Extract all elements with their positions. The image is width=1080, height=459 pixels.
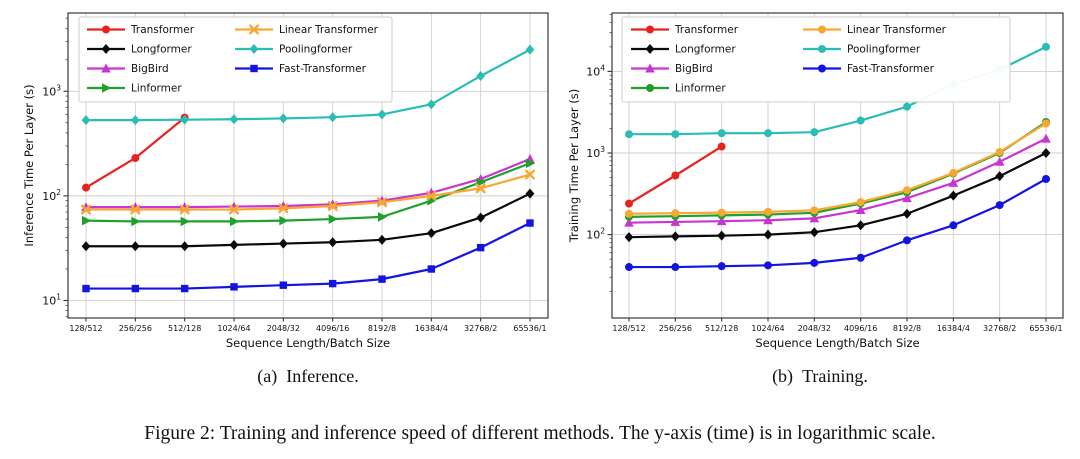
svg-text:8192/8: 8192/8 xyxy=(893,324,921,333)
svg-text:102: 102 xyxy=(42,188,61,203)
subcaption-inference-text: Inference. xyxy=(286,366,359,386)
legend-entry-longformer: Longformer xyxy=(631,44,736,56)
subcaption-inference: (a) Inference. xyxy=(68,366,548,387)
legend: Transformer Longformer BigBird Linformer Lin… xyxy=(78,16,393,103)
subcaption-inference-label: (a) xyxy=(257,366,278,386)
series-poolingformer xyxy=(81,44,535,126)
svg-text:Transformer: Transformer xyxy=(130,24,195,36)
svg-text:512/128: 512/128 xyxy=(705,324,738,333)
legend-entry-longformer: Longformer xyxy=(87,44,192,56)
legend-entry-transformer: Transformer xyxy=(87,24,195,36)
svg-text:103: 103 xyxy=(42,83,61,98)
svg-text:Longformer: Longformer xyxy=(131,44,192,56)
figure-caption: Figure 2: Training and inference speed o… xyxy=(144,423,936,444)
series-transformer xyxy=(625,142,726,208)
svg-text:Poolingformer: Poolingformer xyxy=(279,44,353,56)
y-tick-labels: 102 103 104 xyxy=(586,63,605,241)
legend-entry-bigbird: BigBird xyxy=(631,63,713,75)
svg-text:256/256: 256/256 xyxy=(119,324,152,333)
svg-text:16384/4: 16384/4 xyxy=(937,324,970,333)
svg-text:Linear Transformer: Linear Transformer xyxy=(847,24,947,36)
legend-entry-linear-transformer: Linear Transformer xyxy=(235,24,379,36)
svg-text:32768/2: 32768/2 xyxy=(464,324,497,333)
svg-text:Fast-Transformer: Fast-Transformer xyxy=(847,63,935,75)
svg-text:128/512: 128/512 xyxy=(612,324,645,333)
legend-entry-linear-transformer: Linear Transformer xyxy=(803,24,947,36)
svg-text:8192/8: 8192/8 xyxy=(368,324,396,333)
svg-text:Fast-Transformer: Fast-Transformer xyxy=(279,63,367,75)
legend-entry-bigbird: BigBird xyxy=(87,63,169,75)
svg-text:1024/64: 1024/64 xyxy=(751,324,784,333)
svg-text:512/128: 512/128 xyxy=(168,324,201,333)
svg-text:Longformer: Longformer xyxy=(675,44,736,56)
y-axis-title: Training Time Per Layer (s) xyxy=(567,89,581,244)
svg-text:Linear Transformer: Linear Transformer xyxy=(279,24,379,36)
x-tick-labels: 128/512 256/256 512/128 1024/64 2048/32 4096/… xyxy=(69,324,546,333)
subcaption-training: (b) Training. xyxy=(560,366,1080,387)
svg-text:102: 102 xyxy=(586,227,605,242)
legend-entry-transformer: Transformer xyxy=(631,24,739,36)
y-tick-labels: 101 102 103 xyxy=(42,83,61,307)
legend-entry-fast-transformer: Fast-Transformer xyxy=(235,63,367,75)
plot-frame xyxy=(611,12,1064,319)
svg-text:16384/4: 16384/4 xyxy=(415,324,448,333)
svg-text:103: 103 xyxy=(586,145,605,160)
series-longformer xyxy=(624,148,1051,243)
x-axis-title: Sequence Length/Batch Size xyxy=(755,336,919,350)
series-bigbird xyxy=(624,133,1051,227)
y-axis-title: Inference Time Per Layer (s) xyxy=(22,84,36,246)
x-tick-labels: 128/512 256/256 512/128 1024/64 2048/32 4096/… xyxy=(612,324,1062,333)
svg-text:65536/1: 65536/1 xyxy=(513,324,546,333)
x-axis-title: Sequence Length/Batch Size xyxy=(226,336,390,350)
svg-text:2048/32: 2048/32 xyxy=(267,324,300,333)
svg-text:Poolingformer: Poolingformer xyxy=(847,44,921,56)
plot-frame xyxy=(67,12,549,319)
svg-text:4096/16: 4096/16 xyxy=(844,324,877,333)
svg-text:Linformer: Linformer xyxy=(675,83,726,95)
inference-chart: 101 102 103 128/512 256/256 512/128 1024/64 204… xyxy=(22,12,549,350)
legend-entry-poolingformer: Poolingformer xyxy=(803,44,921,56)
series-linformer xyxy=(82,158,536,227)
legend-entry-linformer: Linformer xyxy=(631,83,726,95)
series-linear-transformer xyxy=(81,169,535,215)
training-chart: 102 103 104 128/512 256/256 512/128 1024/64 204… xyxy=(567,12,1064,350)
series-fast-transformer xyxy=(625,175,1050,272)
svg-text:104: 104 xyxy=(586,63,605,78)
series-linear-transformer xyxy=(625,119,1050,218)
svg-text:BigBird: BigBird xyxy=(675,63,713,75)
svg-text:BigBird: BigBird xyxy=(131,63,169,75)
svg-text:32768/2: 32768/2 xyxy=(983,324,1016,333)
subcaption-training-label: (b) xyxy=(772,366,794,386)
series-fast-transformer xyxy=(82,219,534,293)
legend: Transformer Longformer BigBird Linformer Lin… xyxy=(621,16,1011,103)
svg-text:Transformer: Transformer xyxy=(674,24,739,36)
svg-text:4096/16: 4096/16 xyxy=(316,324,349,333)
svg-text:Linformer: Linformer xyxy=(131,83,182,95)
legend-entry-poolingformer: Poolingformer xyxy=(235,44,353,56)
series-longformer xyxy=(81,188,535,252)
svg-text:101: 101 xyxy=(42,292,61,307)
svg-text:128/512: 128/512 xyxy=(69,324,102,333)
series-bigbird xyxy=(81,154,535,212)
subcaption-training-text: Training. xyxy=(802,366,868,386)
legend-entry-linformer: Linformer xyxy=(87,83,182,95)
legend-entry-fast-transformer: Fast-Transformer xyxy=(803,63,935,75)
svg-text:256/256: 256/256 xyxy=(659,324,692,333)
svg-text:65536/1: 65536/1 xyxy=(1029,324,1062,333)
svg-text:2048/32: 2048/32 xyxy=(798,324,831,333)
svg-text:1024/64: 1024/64 xyxy=(217,324,250,333)
